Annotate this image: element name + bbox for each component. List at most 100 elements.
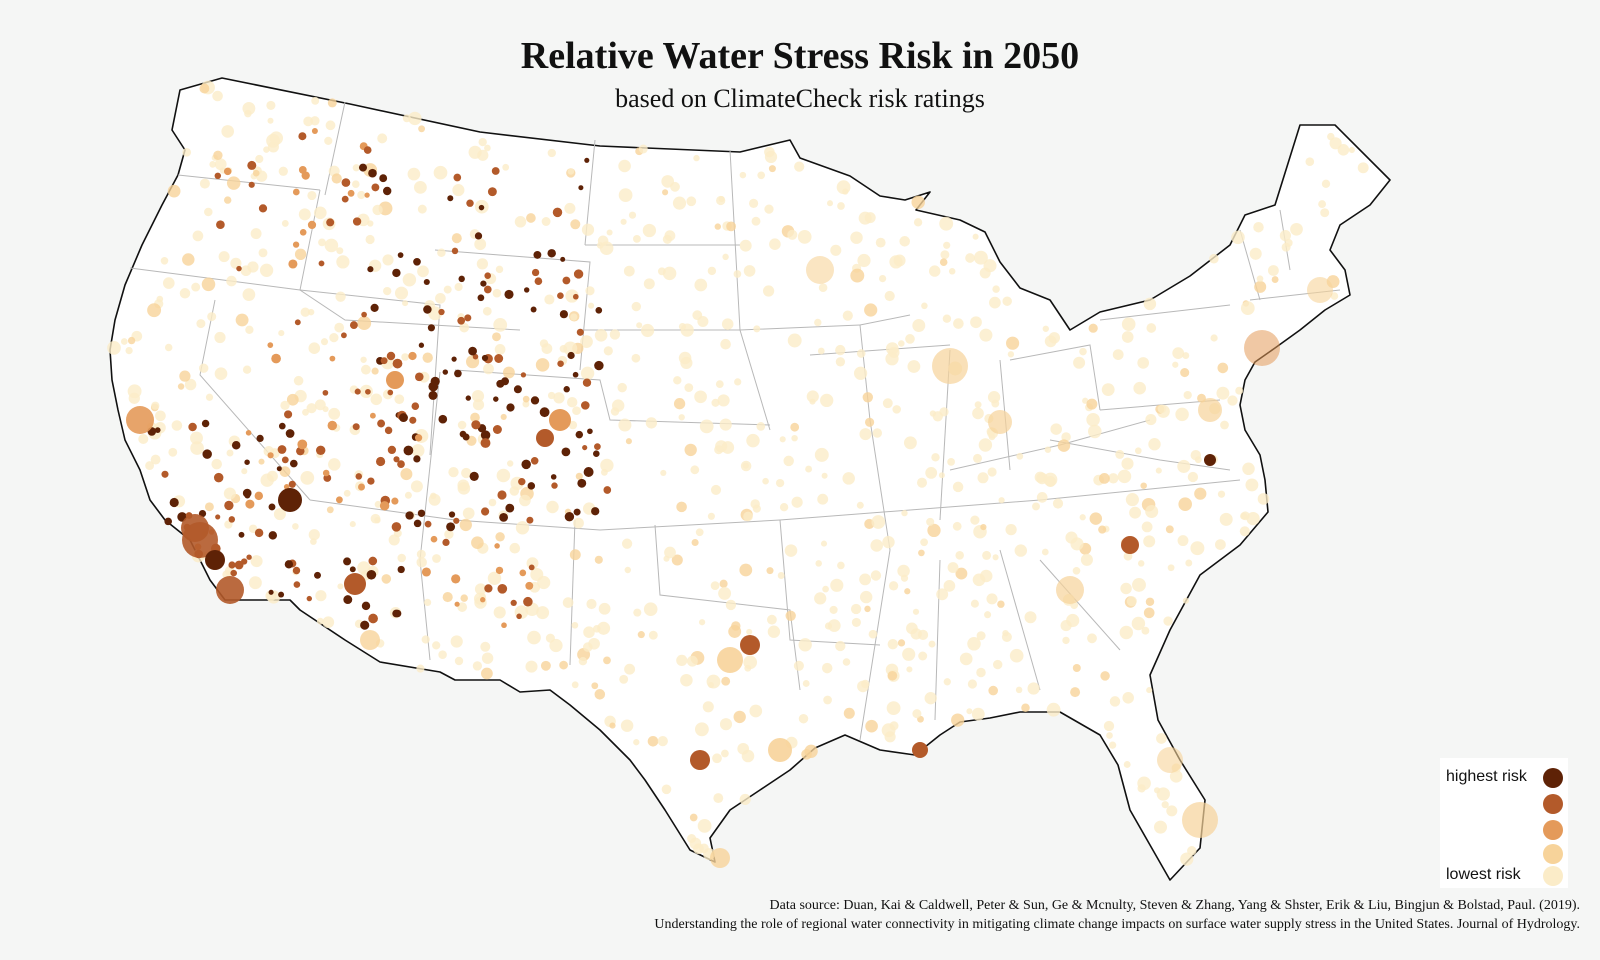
risk-dot xyxy=(886,701,901,716)
risk-dot xyxy=(518,478,526,486)
risk-dot xyxy=(940,250,950,260)
risk-dot xyxy=(292,241,300,248)
risk-dot xyxy=(912,742,928,758)
risk-dot xyxy=(224,500,234,511)
risk-dot xyxy=(976,667,986,678)
risk-dot xyxy=(575,472,583,480)
risk-dot xyxy=(1145,504,1159,519)
risk-dot xyxy=(477,294,485,302)
risk-dot xyxy=(818,283,828,292)
risk-dot xyxy=(413,519,422,528)
risk-dot xyxy=(411,402,420,410)
risk-dot xyxy=(597,621,611,635)
risk-dot xyxy=(850,603,862,615)
risk-dot xyxy=(391,497,399,505)
risk-dot xyxy=(594,328,608,342)
risk-dot xyxy=(407,167,421,181)
risk-dot xyxy=(368,613,378,624)
risk-dot xyxy=(1016,452,1024,460)
risk-dot xyxy=(454,282,463,292)
risk-dot xyxy=(988,410,1012,434)
risk-dot xyxy=(566,396,578,408)
risk-dot xyxy=(1185,559,1193,567)
risk-dot xyxy=(717,394,730,407)
risk-dot xyxy=(285,429,295,438)
risk-dot xyxy=(952,521,962,531)
risk-dot xyxy=(711,398,720,407)
risk-dot xyxy=(306,595,312,602)
risk-dot xyxy=(1165,525,1174,534)
risk-dot xyxy=(955,551,964,560)
risk-dot xyxy=(764,146,775,158)
risk-dot xyxy=(471,536,484,550)
risk-dot xyxy=(367,220,374,227)
risk-dot xyxy=(775,478,785,488)
risk-dot xyxy=(244,492,251,499)
risk-dot xyxy=(1172,347,1185,359)
risk-dot xyxy=(632,234,641,243)
risk-dot xyxy=(821,472,828,479)
risk-dot xyxy=(864,605,871,613)
risk-dot xyxy=(1198,398,1222,422)
risk-dot xyxy=(600,468,608,476)
risk-dot xyxy=(454,656,464,666)
risk-dot xyxy=(1216,386,1230,400)
risk-dot xyxy=(947,458,955,466)
risk-dot xyxy=(926,517,935,526)
risk-dot xyxy=(689,813,698,822)
risk-dot xyxy=(673,398,686,410)
risk-dot xyxy=(496,379,505,388)
risk-dot xyxy=(997,600,1005,608)
risk-dot xyxy=(662,234,672,244)
risk-dot xyxy=(1357,162,1369,174)
risk-dot xyxy=(967,679,977,689)
risk-dot xyxy=(458,275,465,283)
risk-dot xyxy=(694,722,709,737)
risk-dot xyxy=(164,517,172,526)
risk-dot xyxy=(427,324,435,332)
risk-dot xyxy=(864,303,878,317)
risk-dot xyxy=(564,202,576,214)
risk-dot xyxy=(1123,761,1131,768)
risk-dot xyxy=(370,303,379,312)
risk-dot xyxy=(341,178,351,187)
risk-dot xyxy=(289,459,298,468)
risk-dot xyxy=(680,323,694,337)
risk-dot xyxy=(484,144,491,152)
risk-dot xyxy=(310,538,317,545)
legend-swatch-3 xyxy=(1543,820,1563,840)
risk-dot xyxy=(856,501,864,509)
risk-dot xyxy=(259,263,274,277)
risk-dot xyxy=(245,499,255,509)
risk-dot xyxy=(145,461,155,471)
risk-dot xyxy=(686,655,698,667)
risk-dot xyxy=(151,401,160,410)
risk-dot xyxy=(201,277,216,292)
risk-dot xyxy=(549,409,571,431)
risk-dot xyxy=(822,585,829,593)
risk-dot xyxy=(452,184,465,197)
risk-dot xyxy=(474,583,487,595)
risk-dot xyxy=(585,286,595,296)
risk-dot xyxy=(972,573,986,587)
risk-dot xyxy=(768,738,792,762)
risk-dot xyxy=(293,581,301,588)
risk-dot xyxy=(433,165,448,180)
risk-dot xyxy=(497,583,508,594)
risk-dot xyxy=(322,616,335,629)
risk-dot xyxy=(337,583,344,590)
risk-dot xyxy=(297,439,308,450)
risk-dot xyxy=(903,436,917,450)
risk-dot xyxy=(402,273,417,287)
data-source: Data source: Duan, Kai & Caldwell, Peter… xyxy=(654,896,1580,934)
risk-dot xyxy=(1246,511,1260,526)
risk-dot xyxy=(162,277,175,289)
risk-dot xyxy=(492,332,501,342)
legend-swatch-2 xyxy=(1543,794,1563,814)
risk-dot xyxy=(593,450,600,457)
risk-dot xyxy=(887,671,898,681)
risk-dot xyxy=(787,333,802,348)
risk-dot xyxy=(1318,200,1327,209)
risk-dot xyxy=(573,269,584,279)
risk-dot xyxy=(382,254,394,266)
